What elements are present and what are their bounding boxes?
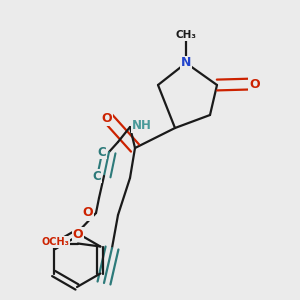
Text: N: N bbox=[181, 56, 191, 70]
Text: O: O bbox=[73, 228, 83, 241]
Text: O: O bbox=[249, 77, 260, 91]
Text: O: O bbox=[101, 112, 112, 124]
Text: C: C bbox=[92, 169, 101, 182]
Text: O: O bbox=[82, 206, 93, 220]
Text: NH: NH bbox=[132, 119, 152, 132]
Text: OCH₃: OCH₃ bbox=[41, 237, 69, 247]
Text: CH₃: CH₃ bbox=[176, 30, 197, 40]
Text: C: C bbox=[97, 146, 106, 158]
